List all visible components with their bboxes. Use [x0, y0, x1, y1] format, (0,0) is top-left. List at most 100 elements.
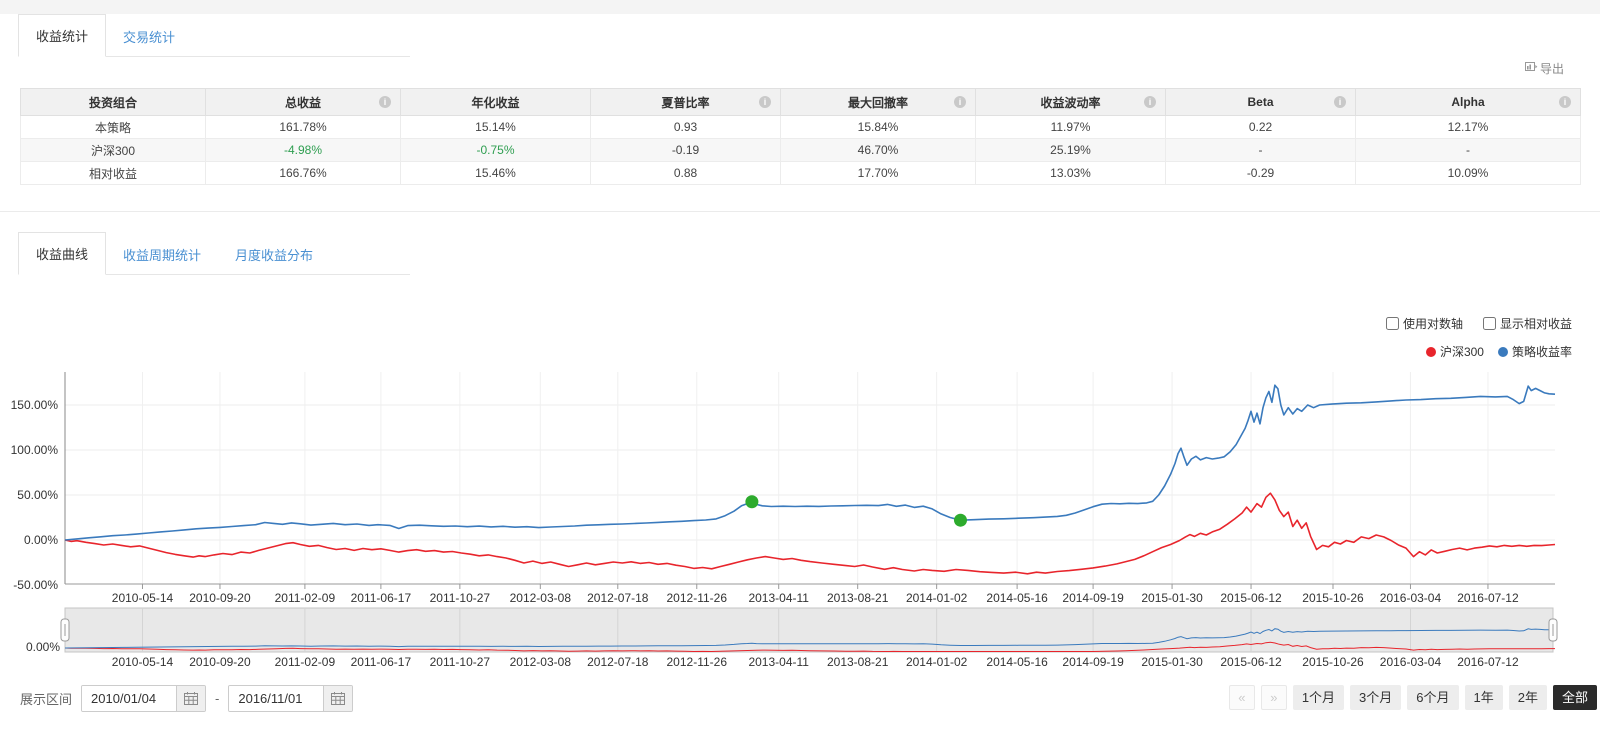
x-axis-label: 2013-04-11: [748, 591, 809, 605]
table-cell: 46.70%: [780, 138, 976, 162]
legend-item-0[interactable]: 沪深300: [1425, 343, 1484, 360]
legend-dot-icon: [1497, 346, 1508, 357]
display-range-controls: 展示区间 -: [20, 685, 354, 712]
x-axis-label: 2012-11-26: [667, 591, 728, 605]
x-axis-label: 2010-05-14: [112, 591, 174, 605]
navigator-x-label: 2013-04-11: [748, 655, 809, 669]
info-icon[interactable]: i: [1144, 96, 1156, 108]
x-axis-label: 2011-10-27: [430, 591, 491, 605]
end-date-calendar-button[interactable]: [323, 686, 353, 711]
tab-primary-1[interactable]: 交易统计: [123, 30, 176, 45]
tab-secondary-2[interactable]: 月度收益分布: [235, 248, 314, 263]
legend-dot-icon: [1425, 346, 1436, 357]
checkbox-label: 使用对数轴: [1402, 317, 1463, 331]
tab-secondary-0[interactable]: 收益曲线: [18, 232, 107, 275]
navigator-x-label: 2011-10-27: [430, 655, 491, 669]
end-date-box: [228, 685, 354, 712]
start-date-box: [81, 685, 207, 712]
trade-marker[interactable]: [745, 495, 759, 509]
x-axis-label: 2016-07-12: [1457, 591, 1519, 605]
x-axis-label: 2016-03-04: [1380, 591, 1442, 605]
table-cell: 0.93: [590, 115, 781, 139]
navigator-x-label: 2016-03-04: [1380, 655, 1442, 669]
range-button-0[interactable]: 1个月: [1292, 685, 1345, 710]
navigator-handle-right[interactable]: [1548, 618, 1558, 642]
strategy-line: [64, 384, 1556, 541]
x-axis-label: 2010-09-20: [189, 591, 251, 605]
navigator-track[interactable]: [64, 607, 1554, 653]
column-header-label: 总收益: [284, 95, 321, 110]
table-cell: 13.03%: [975, 161, 1166, 185]
export-button[interactable]: 导出: [1524, 60, 1564, 77]
pager-prev-button[interactable]: «: [1228, 685, 1255, 710]
navigator-x-label: 2014-05-16: [986, 655, 1048, 669]
column-header: Beta i: [1165, 88, 1356, 116]
table-cell: -4.98%: [205, 138, 401, 162]
column-header-label: 收益波动率: [1040, 95, 1101, 110]
checkbox[interactable]: [1385, 317, 1399, 330]
navigator-x-label: 2013-08-21: [827, 655, 889, 669]
info-icon[interactable]: i: [379, 96, 391, 108]
start-date-calendar-button[interactable]: [176, 686, 206, 711]
navigator-handle-left[interactable]: [60, 618, 70, 642]
export-icon: [1524, 61, 1538, 76]
csi300-line: [64, 492, 1556, 575]
table-cell: 0.88: [590, 161, 781, 185]
column-header: Alpha i: [1355, 88, 1581, 116]
table-cell: 25.19%: [975, 138, 1166, 162]
x-axis-label: 2012-03-08: [510, 591, 572, 605]
end-date-input[interactable]: [229, 686, 324, 711]
navigator-x-label: 2011-02-09: [275, 655, 336, 669]
table-row: 本策略 161.78% 15.14% 0.93 15.84% 11.97% 0.22 12.1…: [20, 115, 1581, 139]
range-button-4[interactable]: 2年: [1508, 685, 1547, 710]
navigator-csi300-line: [64, 641, 1555, 653]
checkbox[interactable]: [1482, 317, 1496, 330]
navigator-x-label: 2015-10-26: [1302, 655, 1364, 669]
table-cell: 15.46%: [400, 161, 591, 185]
info-icon[interactable]: i: [954, 96, 966, 108]
table-cell: -0.75%: [400, 138, 591, 162]
table-header-row: 投资组合 总收益 i 年化收益 夏普比率 i 最大回撤率 i 收益波动率 i Beta i Alpha i: [20, 88, 1581, 116]
calendar-icon: [331, 692, 346, 705]
table-cell: 166.76%: [205, 161, 401, 185]
table-row: 相对收益 166.76% 15.46% 0.88 17.70% 13.03% -0.29 10…: [20, 161, 1581, 185]
table-cell: 161.78%: [205, 115, 401, 139]
navigator-x-label: 2014-09-19: [1062, 655, 1124, 669]
display-range-label: 展示区间: [20, 692, 73, 707]
chart-option-checkboxes: 使用对数轴 显示相对收益: [1385, 315, 1572, 332]
tab-primary-0[interactable]: 收益统计: [18, 14, 107, 57]
returns-stats-table: 投资组合 总收益 i 年化收益 夏普比率 i 最大回撤率 i 收益波动率 i Beta i Alpha i…: [20, 88, 1581, 185]
section-divider: [0, 211, 1600, 212]
start-date-input[interactable]: [82, 686, 177, 711]
navigator-x-label: 2010-05-14: [112, 655, 174, 669]
info-icon[interactable]: i: [759, 96, 771, 108]
x-axis-label: 2013-08-21: [827, 591, 889, 605]
range-button-2[interactable]: 6个月: [1407, 685, 1459, 710]
legend-item-1[interactable]: 策略收益率: [1497, 343, 1572, 360]
range-button-5[interactable]: 全部: [1552, 685, 1597, 710]
range-button-1[interactable]: 3个月: [1350, 685, 1402, 710]
info-icon[interactable]: i: [1334, 96, 1346, 108]
column-header: 夏普比率 i: [590, 88, 781, 116]
trade-marker[interactable]: [953, 513, 967, 527]
column-header: 收益波动率 i: [975, 88, 1166, 116]
secondary-tabbar: 收益曲线 收益周期统计 月度收益分布: [18, 232, 410, 275]
table-cell: 15.84%: [780, 115, 976, 139]
tab-secondary-1[interactable]: 收益周期统计: [123, 248, 202, 263]
chart-legend: 沪深300 策略收益率: [1425, 343, 1572, 360]
info-icon[interactable]: i: [1559, 96, 1571, 108]
chart-plot-area[interactable]: [65, 372, 1555, 584]
table-cell: 17.70%: [780, 161, 976, 185]
table-cell: 0.22: [1165, 115, 1356, 139]
x-axis-label: 2015-06-12: [1220, 591, 1282, 605]
calendar-icon: [184, 692, 199, 705]
navigator-x-label: 2016-07-12: [1457, 655, 1519, 669]
column-header: 年化收益: [400, 88, 591, 116]
table-cell: 12.17%: [1355, 115, 1581, 139]
range-button-3[interactable]: 1年: [1464, 685, 1503, 710]
navigator-x-label: 2012-11-26: [667, 655, 728, 669]
pager-next-button[interactable]: »: [1260, 685, 1287, 710]
column-header-label: 年化收益: [471, 95, 520, 110]
x-axis-label: 2014-05-16: [986, 591, 1048, 605]
